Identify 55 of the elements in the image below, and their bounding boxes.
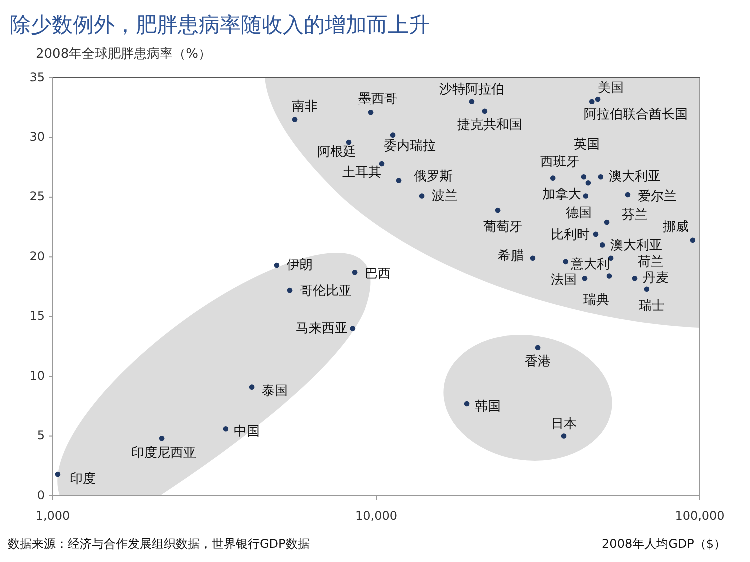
- annotation: 南非: [292, 99, 318, 114]
- x-tick-label: 1,000: [36, 509, 70, 523]
- annotation: 挪威: [662, 220, 689, 235]
- annotation: 法国: [550, 273, 577, 288]
- annotation: 阿根廷: [318, 145, 357, 160]
- annotation: 比利时: [551, 228, 590, 244]
- annotation: 意大利: [570, 257, 610, 272]
- y-tick-label: 20: [30, 249, 45, 264]
- annotation: 葡萄牙: [484, 220, 523, 236]
- annotation: 加拿大: [542, 188, 582, 203]
- y-tick-label: 10: [30, 368, 45, 383]
- annotation: 沙特阿拉伯: [439, 82, 504, 98]
- annotation: 西班牙: [540, 154, 580, 170]
- y-tick-label: 35: [30, 70, 45, 84]
- annotation: 荷兰: [638, 254, 664, 270]
- annotation: 波兰: [432, 188, 458, 204]
- annotation: 泰国: [262, 384, 288, 399]
- annotation: 韩国: [475, 400, 502, 415]
- x-axis-title: 2008年人均GDP（$）: [602, 537, 726, 551]
- y-tick-label: 30: [30, 130, 45, 144]
- annotation: 爱尔兰: [638, 190, 677, 205]
- annotation: 土耳其: [342, 166, 382, 181]
- source-note: 数据来源：经济与合作发展组织数据，世界银行GDP数据: [8, 537, 310, 551]
- annotation: 香港: [525, 354, 552, 370]
- annotation: 美国: [598, 80, 624, 96]
- annotation: 日本: [551, 416, 578, 432]
- annotation: 瑞士: [638, 298, 665, 314]
- annotation: 澳大利亚: [610, 238, 663, 254]
- chart-title: 除少数例外，肥胖患病率随收入的增加而上升: [10, 13, 430, 37]
- annotation: 委内瑞拉: [384, 138, 436, 154]
- x-tick-label: 10,000: [356, 509, 398, 523]
- y-tick-label: 25: [30, 190, 45, 204]
- annotation: 印度尼西亚: [132, 445, 197, 462]
- annotation: 巴西: [365, 267, 392, 282]
- annotation: 德国: [566, 206, 592, 221]
- annotation: 捷克共和国: [457, 118, 522, 134]
- annotation: 英国: [574, 138, 600, 153]
- y-axis-title: 2008年全球肥胖患病率（%）: [36, 46, 212, 62]
- annotation: 阿拉伯联合酋长国: [584, 107, 688, 122]
- annotation: 芬兰: [622, 208, 648, 224]
- y-tick-label: 15: [30, 309, 45, 324]
- y-tick-label: 5: [37, 428, 45, 443]
- x-tick-label: 100,000: [675, 509, 725, 523]
- annotation: 中国: [234, 424, 260, 440]
- annotation: 墨西哥: [358, 92, 398, 108]
- annotation: 澳大利亚: [608, 170, 661, 185]
- annotation: 哥伦比亚: [300, 284, 352, 300]
- y-tick-label: 0: [37, 488, 45, 502]
- annotation: 马来西亚: [296, 321, 348, 336]
- annotation: 俄罗斯: [414, 169, 454, 184]
- annotation: 瑞典: [583, 292, 610, 308]
- annotation: 伊朗: [286, 257, 313, 274]
- annotation: 丹麦: [642, 271, 669, 286]
- annotation: 希腊: [498, 248, 524, 264]
- annotation: 印度: [70, 471, 96, 488]
